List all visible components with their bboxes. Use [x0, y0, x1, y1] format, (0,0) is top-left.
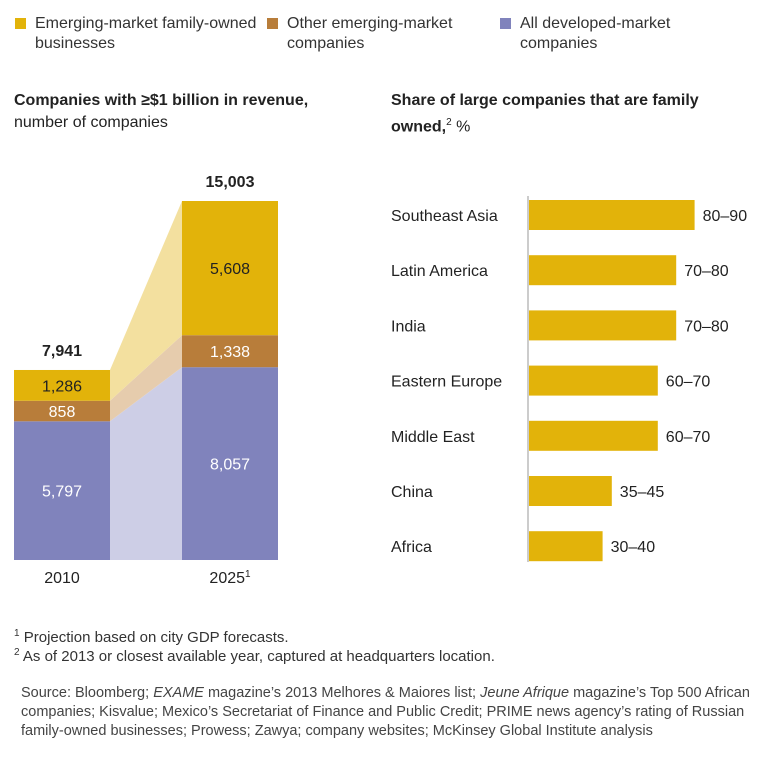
- footnote-text: As of 2013 or closest available year, ca…: [22, 648, 495, 665]
- legend-item-other-emerging: Other emerging-market companies: [267, 14, 487, 54]
- bar: [529, 200, 695, 230]
- legend-item-family-owned: Emerging-market family-owned businesses: [15, 14, 265, 54]
- bar-segment: [14, 369, 110, 401]
- source-text: magazine’s Top 500 African companies; Ki…: [21, 685, 750, 739]
- data-label: 70–80: [684, 318, 729, 335]
- bar-segment: [14, 421, 110, 560]
- source-note: Source: Bloomberg; EXAME magazine’s 2013…: [21, 684, 756, 741]
- unit: %: [456, 118, 471, 136]
- bar-segment: [14, 400, 110, 422]
- category-label: Southeast Asia: [391, 208, 498, 225]
- footnote-2: 2 As of 2013 or closest available year, …: [14, 643, 495, 666]
- legend-swatch: [267, 18, 278, 29]
- source-text: Jeune Afrique: [480, 685, 570, 701]
- category-label: India: [391, 318, 426, 335]
- footnote-1: 1 Projection based on city GDP forecasts…: [14, 624, 289, 647]
- connector-band: [110, 367, 182, 560]
- bar: [529, 310, 677, 341]
- data-label: 1,286: [42, 378, 82, 395]
- bar: [529, 420, 658, 451]
- connector-band: [110, 201, 182, 401]
- bar: [529, 365, 658, 396]
- category-label: Eastern Europe: [391, 374, 502, 391]
- bar-segment: [182, 335, 278, 368]
- stacked-bar-chart: 5,797 858 1,286 7,941 2010 8,057 1,338 5,608 15,…: [14, 174, 748, 587]
- legend-item-developed: All developed-market companies: [500, 14, 720, 54]
- data-label: 60–70: [666, 429, 711, 446]
- bar: [529, 255, 677, 286]
- category-label: 20251: [209, 569, 251, 587]
- category-label: Middle East: [391, 429, 475, 446]
- data-label: 80–90: [703, 208, 748, 225]
- source-text: magazine’s 2013 Melhores & Maiores list;: [203, 685, 481, 701]
- category-label: Africa: [391, 539, 432, 556]
- legend-label: Other emerging-market companies: [287, 15, 453, 52]
- bar: [529, 531, 603, 562]
- footnote-mark: 1: [14, 628, 20, 639]
- bar-segment: [182, 201, 278, 336]
- legend-swatch: [500, 18, 511, 29]
- legend-label: All developed-market companies: [520, 15, 671, 52]
- data-label: 5,797: [42, 484, 82, 501]
- bar-segment: [182, 367, 278, 560]
- source-text: Source: Bloomberg;: [21, 685, 154, 701]
- footnote-mark: 2: [446, 117, 452, 128]
- subtitle: number of companies: [14, 114, 168, 131]
- data-label: 70–80: [684, 263, 729, 280]
- data-label: 30–40: [611, 539, 656, 556]
- category-label: China: [391, 484, 433, 501]
- right-chart-title: Share of large companies that are family…: [391, 90, 711, 138]
- legend-swatch: [15, 18, 26, 29]
- bar: [529, 476, 612, 506]
- data-label: 35–45: [620, 484, 665, 501]
- title-bold: Share of large companies that are family…: [391, 92, 699, 136]
- data-label: 8,057: [210, 457, 250, 474]
- data-label: 1,338: [210, 344, 250, 361]
- legend-label: Emerging-market family-owned businesses: [35, 15, 257, 52]
- data-label: 858: [49, 404, 76, 421]
- total-label: 7,941: [42, 343, 82, 360]
- footnote-text: Projection based on city GDP forecasts.: [23, 629, 289, 646]
- source-text: EXAME: [153, 685, 204, 701]
- data-label: 60–70: [666, 374, 711, 391]
- title-bold: Companies with ≥$1 billion in revenue,: [14, 92, 309, 109]
- category-label: Latin America: [391, 263, 488, 280]
- data-label: 5,608: [210, 261, 250, 278]
- category-label: 2010: [44, 570, 80, 587]
- footnote-mark: 2: [14, 647, 20, 658]
- left-chart-title: Companies with ≥$1 billion in revenue, nu…: [14, 90, 374, 134]
- total-label: 15,003: [206, 174, 255, 191]
- connector-band: [110, 335, 182, 422]
